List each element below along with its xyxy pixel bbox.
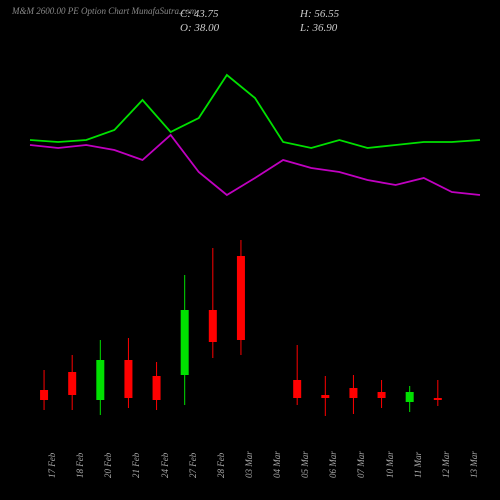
candle-body [96,360,104,400]
candle-body [406,392,414,402]
candle-body [124,360,132,398]
x-tick-label: 21 Feb [131,453,141,478]
candle-body [434,398,442,400]
candle-body [153,376,161,400]
x-tick-label: 07 Mar [356,451,366,478]
candle-body [293,380,301,398]
candle-body [237,256,245,340]
candle-body [378,392,386,398]
chart-canvas [0,0,500,500]
x-tick-label: 27 Feb [188,453,198,478]
candle-body [181,310,189,375]
x-tick-label: 24 Feb [160,453,170,478]
line-series-green [30,75,480,148]
x-tick-label: 13 Mar [469,451,479,478]
candle-body [349,388,357,398]
x-tick-label: 17 Feb [47,453,57,478]
x-tick-label: 10 Mar [385,451,395,478]
x-tick-label: 12 Mar [441,451,451,478]
x-tick-label: 20 Feb [103,453,113,478]
candle-body [321,395,329,398]
x-tick-label: 05 Mar [300,451,310,478]
x-tick-label: 11 Mar [413,452,423,478]
x-tick-label: 04 Mar [272,451,282,478]
candle-body [209,310,217,342]
candle-body [40,390,48,400]
x-tick-label: 06 Mar [328,451,338,478]
x-tick-label: 03 Mar [244,451,254,478]
candle-body [68,372,76,395]
x-tick-label: 18 Feb [75,453,85,478]
x-tick-label: 28 Feb [216,453,226,478]
